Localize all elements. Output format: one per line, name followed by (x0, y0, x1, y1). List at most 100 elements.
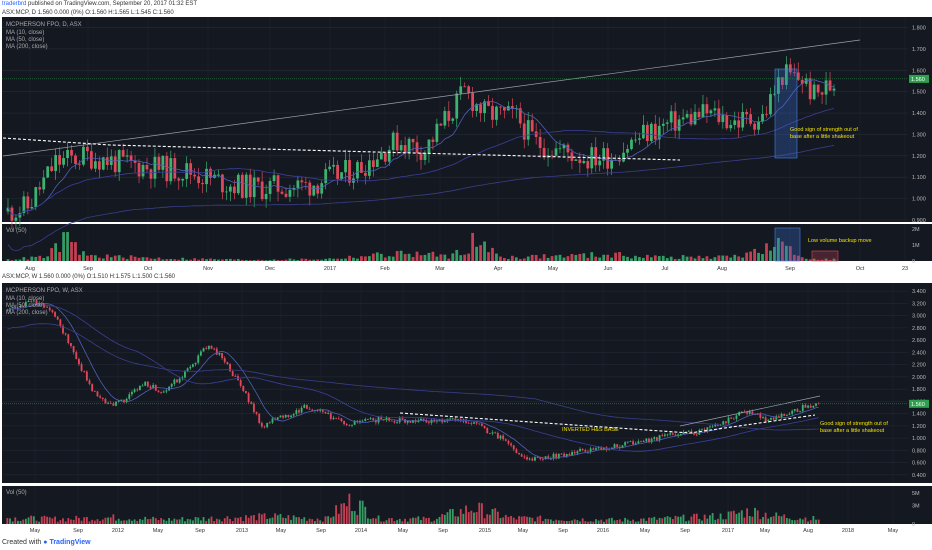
candle-body (732, 418, 735, 420)
candle-body (67, 334, 70, 344)
candle-body (486, 427, 489, 434)
volume-bar (595, 519, 597, 524)
volume-bar (459, 509, 462, 524)
candle-body (475, 104, 478, 112)
volume-bar (682, 514, 685, 524)
tradingview-brand[interactable]: TradingView (49, 539, 91, 546)
publisher-user-link[interactable]: traderbrd (2, 1, 27, 7)
candle-body (391, 132, 395, 150)
weekly-chart[interactable]: 3.400 3.200 3.000 2.800 2.600 2.400 2.200 2.000… (0, 283, 932, 534)
volume-bar (162, 519, 165, 524)
volume-bar (780, 241, 784, 261)
volume-bar (610, 517, 613, 524)
volume-bar (109, 517, 112, 524)
volume-bar (759, 519, 762, 524)
volume-bar (170, 520, 173, 524)
volume-bar (86, 255, 89, 261)
candle-body (176, 379, 178, 383)
daily-chart[interactable]: 1.800 1.700 1.600 1.500 1.400 1.300 1.200 1.100… (0, 17, 932, 274)
ma-legend-entry: MA (200, close) (6, 310, 48, 316)
time-tick-label: Sep (83, 266, 93, 272)
candle-body (46, 166, 50, 178)
volume-bar (99, 520, 102, 524)
candle-body (465, 419, 467, 423)
volume-bar (656, 519, 658, 524)
volume-bar (420, 520, 422, 524)
volume-bar (804, 258, 808, 261)
volume-bar (367, 256, 371, 261)
volume-bar (586, 257, 590, 261)
candle-body (178, 378, 181, 383)
candle-body (80, 364, 83, 371)
volume-bar (693, 513, 695, 524)
volume-bar (149, 518, 152, 524)
candle-body (145, 165, 149, 170)
volume-bar (264, 260, 268, 261)
volume-bar (812, 258, 816, 261)
candle-body (252, 177, 256, 198)
volume-bar (486, 514, 489, 524)
time-tick-label: 2012 (112, 528, 124, 534)
candle-body (260, 181, 264, 200)
volume-bar (324, 258, 328, 261)
volume-bar (756, 510, 759, 524)
candle-body (721, 115, 725, 123)
volume-bar (721, 255, 725, 261)
price-pane (2, 17, 908, 222)
volume-bar (313, 521, 316, 524)
volume-bar (9, 518, 11, 524)
time-tick-label: Oct (856, 266, 865, 272)
volume-bar (669, 517, 672, 524)
volume-bar (614, 252, 617, 261)
candle-body (769, 94, 772, 115)
candle-body (186, 368, 189, 372)
time-tick-label: 2018 (842, 528, 854, 534)
volume-bar (451, 508, 454, 524)
candle-body (439, 123, 443, 126)
volume-bar (168, 518, 170, 524)
volume-bar (677, 258, 681, 261)
candle-body (104, 398, 107, 404)
volume-bar (332, 258, 336, 261)
candle-body (542, 147, 546, 158)
volume-bar (719, 513, 722, 524)
candle-body (344, 160, 347, 173)
volume-bar (306, 520, 308, 524)
volume-bar (146, 519, 149, 524)
candle-body (329, 412, 332, 419)
volume-bar (181, 517, 184, 524)
candle-body (590, 147, 594, 169)
volume-bar (467, 253, 471, 261)
candle-body (231, 371, 234, 377)
volume-bar (64, 521, 67, 524)
volume-bar (244, 259, 248, 261)
candle-body (48, 307, 51, 311)
volume-bar (54, 516, 56, 524)
price-tick-label: 0.900 (912, 218, 926, 224)
candle-body (245, 390, 247, 394)
candle-body (669, 433, 672, 435)
volume-bar (724, 519, 727, 524)
candle-body (713, 108, 717, 111)
candle-body (169, 158, 173, 182)
volume-bar (121, 257, 125, 261)
candle-body (284, 415, 287, 418)
candle-body (780, 413, 783, 418)
candle-body (157, 156, 161, 170)
volume-bar (645, 254, 649, 261)
time-tick-label: Dec (265, 266, 275, 272)
candle-body (677, 119, 681, 131)
time-tick-label: Sep (195, 528, 205, 534)
candle-body (642, 441, 645, 443)
last-price-tag (909, 74, 929, 83)
volume-bar (377, 515, 380, 524)
volume-bar (769, 250, 772, 261)
candle-body (88, 380, 91, 385)
volume-bar (287, 515, 290, 524)
candle-body (681, 117, 685, 120)
volume-bar (75, 515, 78, 524)
candle-body (272, 175, 276, 182)
candle-body (332, 417, 335, 419)
volume-bar (807, 521, 809, 524)
annotation-text: INVERTED H&S BASE (562, 427, 619, 433)
